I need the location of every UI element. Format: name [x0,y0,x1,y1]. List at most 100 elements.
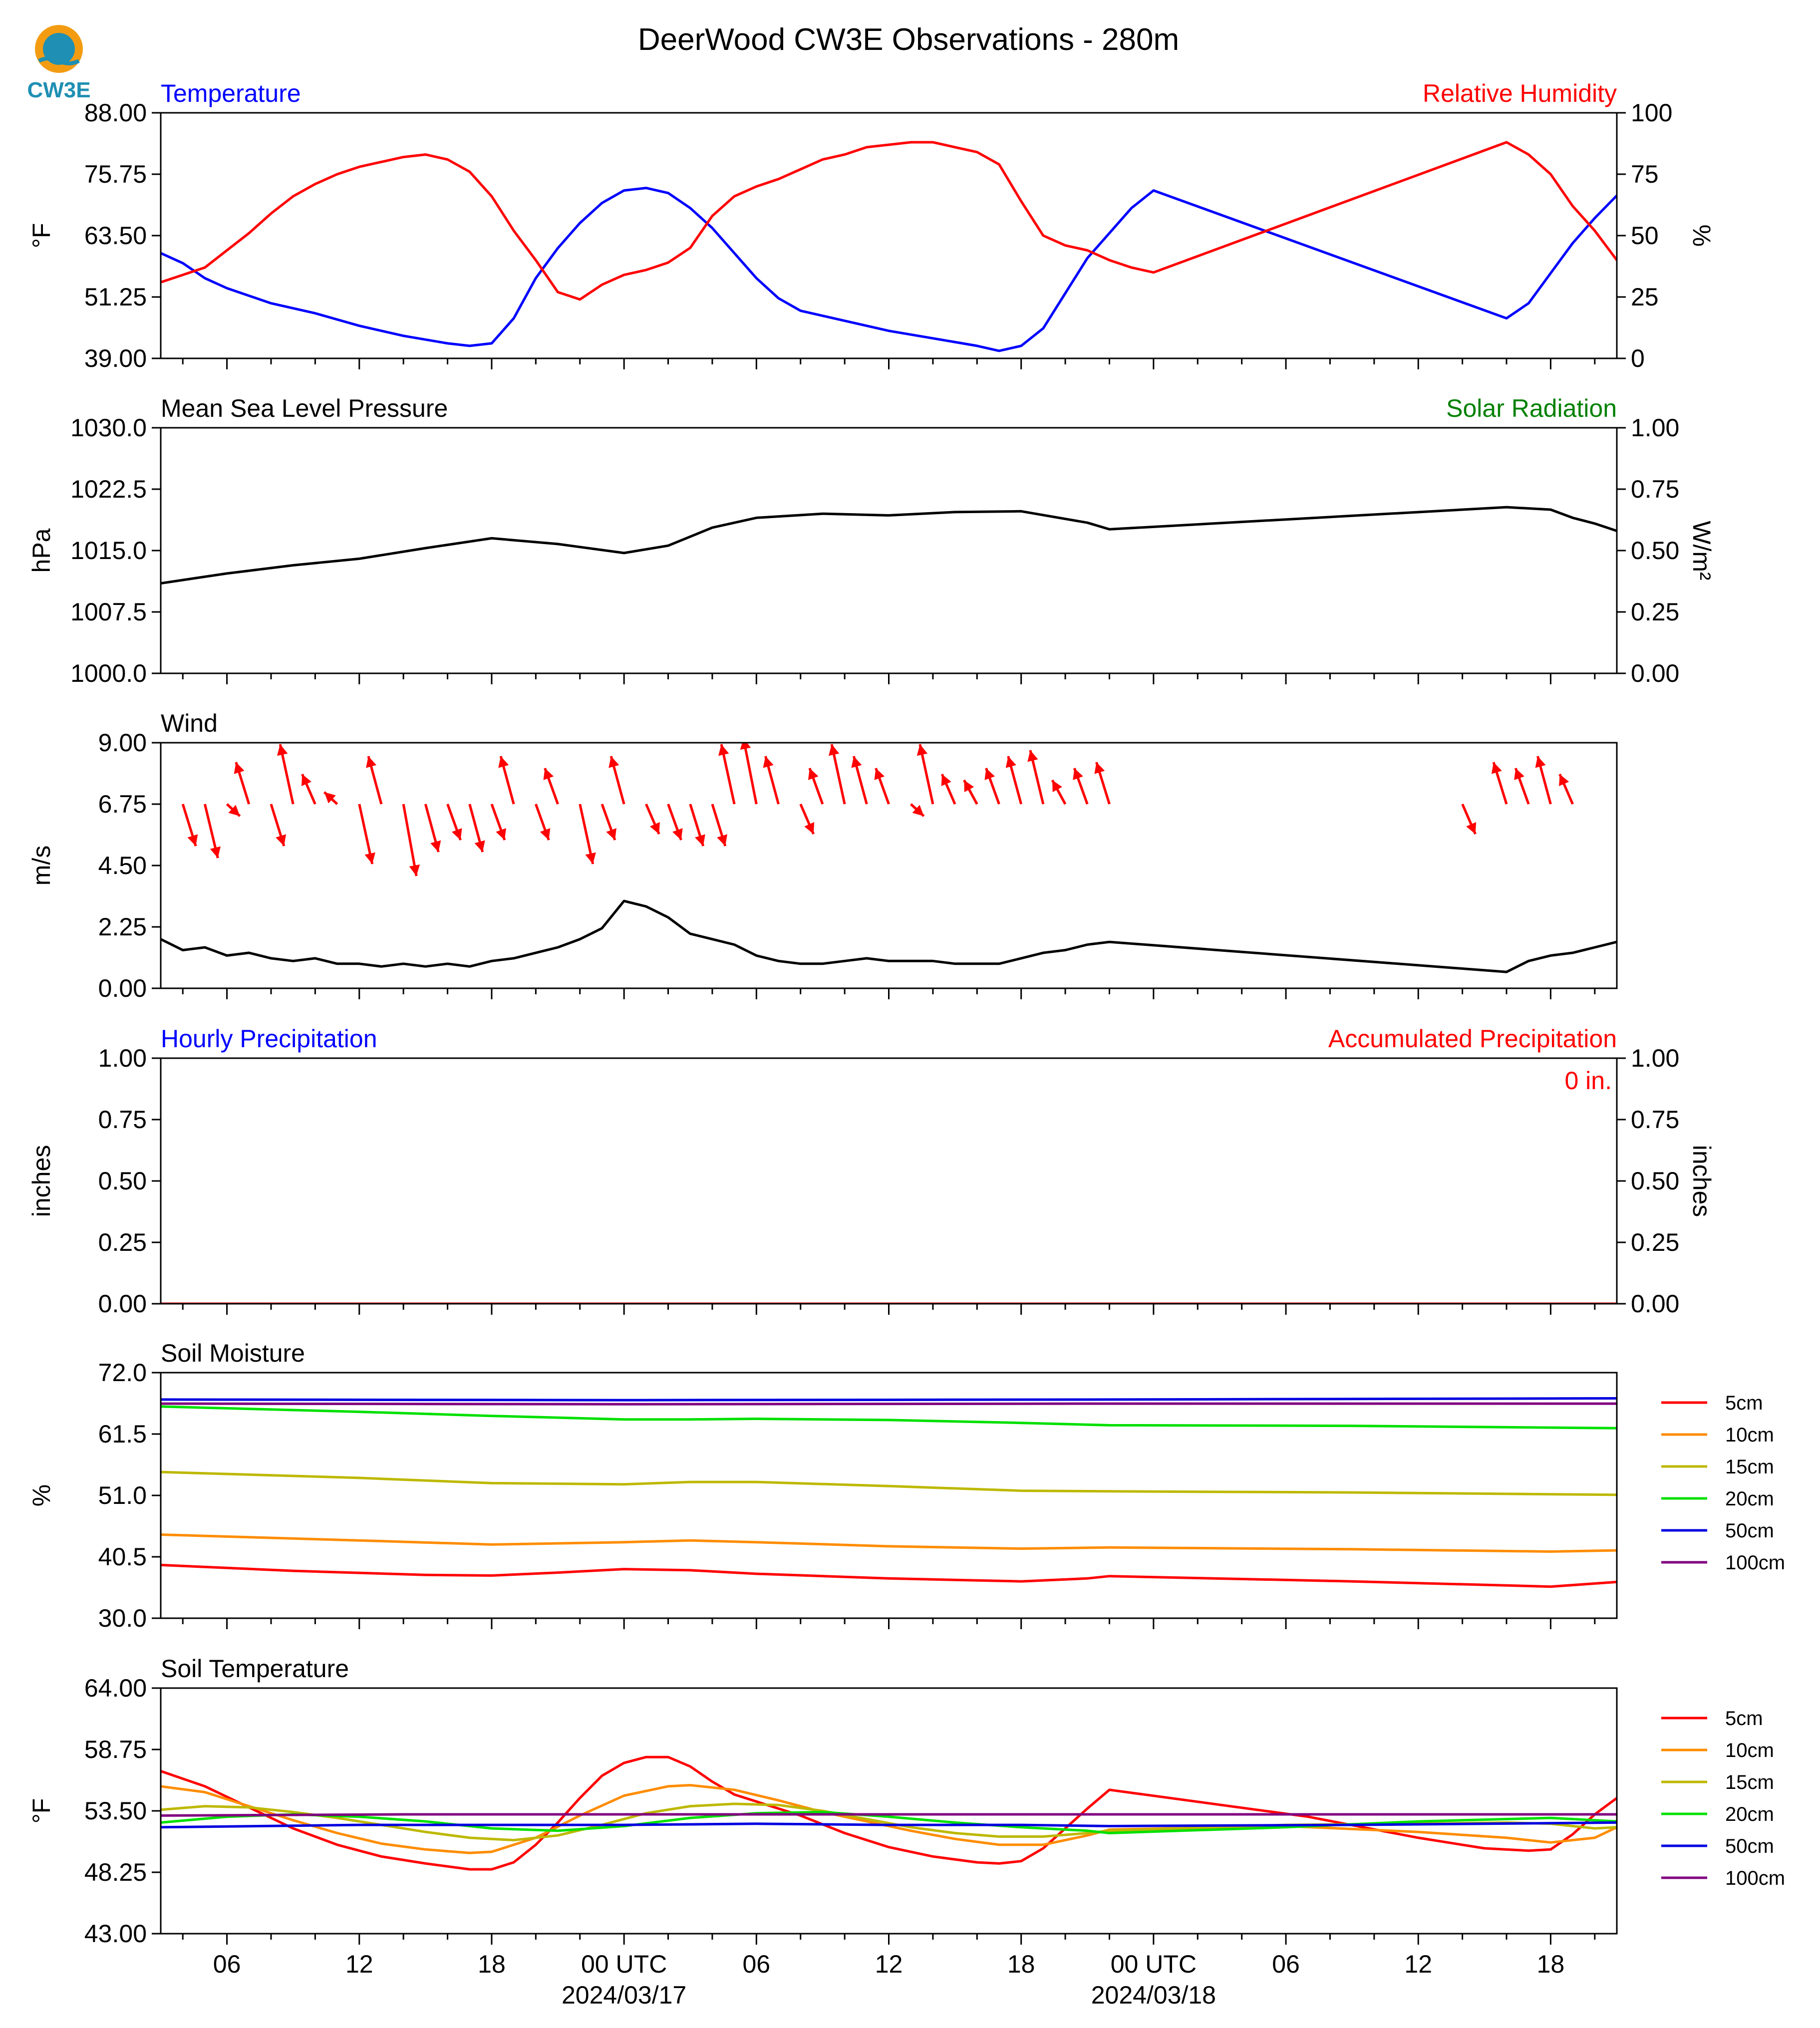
y-right-tick-label: 0.00 [1631,659,1679,687]
y-right-axis-label: inches [1688,1145,1716,1217]
y-tick-label: 64.00 [84,1674,147,1702]
y-tick-label: 1007.5 [70,598,147,626]
y-tick-label: 58.75 [84,1736,147,1763]
y-tick-label: 39.00 [84,344,147,372]
legend-label: 100cm [1725,1552,1785,1574]
series-line-temperature [161,187,1617,352]
y-tick-label: 61.5 [98,1420,147,1448]
logo-text: CW3E [27,78,90,102]
series-group [161,743,1617,973]
wind-vector-head [828,744,840,756]
y-tick-label: 1022.5 [70,475,147,503]
wind-vector-head [763,756,774,768]
y-right-tick-label: 75 [1631,160,1659,188]
x-date-label: 2024/03/17 [562,1981,686,2009]
panel-title-right: Relative Humidity [1423,79,1617,107]
panel-title-left: Hourly Precipitation [161,1025,377,1053]
wind-vector-head [210,846,221,858]
wind-vector-head [1535,756,1546,768]
y-tick-label: 1015.0 [70,537,147,565]
legend-label: 5cm [1725,1392,1763,1414]
legend-label: 15cm [1725,1771,1774,1793]
y-right-tick-label: 0 [1631,344,1645,372]
y-tick-label: 1030.0 [70,414,147,442]
y-right-axis-label: % [1688,225,1716,247]
wind-vector-head [912,805,924,816]
x-tick-label: 06 [1272,1950,1300,1978]
accumulated-total-label: 0 in. [1564,1067,1612,1095]
x-tick-label: 06 [213,1950,241,1978]
y-tick-label: 53.50 [84,1797,147,1825]
plot-frame [160,1372,1618,1619]
plot-frame [160,742,1618,989]
legend-label: 20cm [1725,1803,1774,1825]
y-axis-label: inches [27,1145,55,1217]
x-tick-label: 12 [875,1950,903,1978]
panel-temperature-rh: Temperature Relative Humidity 39.00 51.25 63… [27,79,1716,372]
wind-vector-head [804,822,815,834]
y-axis-label: °F [27,1798,55,1824]
x-tick-label: 00 UTC [1111,1950,1197,1978]
plot-frame [160,1687,1618,1935]
wind-vector-head [430,840,441,852]
wind-vector-head [1052,780,1062,792]
panel-title-left: Soil Temperature [161,1655,349,1683]
cw3e-logo: CW3E [27,25,91,102]
y-axis-label: % [27,1484,55,1506]
wind-vector-head [543,768,554,780]
series-line-100cm [161,1813,1617,1817]
y-tick-label: 63.50 [84,222,147,250]
series-line-wind [161,899,1617,973]
y-tick-label: 72.0 [98,1359,147,1387]
x-tick-label: 12 [345,1950,373,1978]
x-tick-label: 00 UTC [581,1950,667,1978]
series-group [161,506,1617,585]
wind-vector-head [608,756,619,768]
wind-vector-head [1514,768,1524,780]
y-tick-label: 4.50 [98,852,147,879]
legend-label: 50cm [1725,1835,1774,1857]
series-line-15cm [161,1470,1617,1496]
y-tick-label: 6.75 [98,790,147,818]
wind-vector-head [301,774,311,786]
y-axis-label: °F [27,223,55,249]
panel-title-left: Temperature [161,79,301,107]
panel-title-right: Accumulated Precipitation [1328,1025,1617,1053]
y-tick-label: 0.00 [98,1290,147,1318]
legend: 5cm 10cm 15cm 20cm 50cm 100cm [1661,1708,1785,1889]
wind-vector-head [649,822,660,834]
y-right-tick-label: 0.75 [1631,1106,1679,1134]
wind-vector-head [851,756,862,768]
panel-soil-moisture: Soil Moisture 30.0 40.5 51.0 61.5 72.0% 5cm 10c… [27,1339,1785,1632]
wind-vector-head [1094,762,1105,774]
x-tick-label: 18 [1007,1950,1035,1978]
series-line-5cm [161,1563,1617,1588]
y-right-tick-label: 1.00 [1631,1044,1679,1072]
series-group [161,1755,1617,1871]
y-right-axis-label: W/m² [1688,521,1716,580]
figure-title: DeerWood CW3E Observations - 280m [638,22,1179,57]
series-line-5cm [161,1755,1617,1871]
y-tick-label: 9.00 [98,729,147,757]
y-right-tick-label: 0.50 [1631,1167,1679,1195]
legend: 5cm 10cm 15cm 20cm 50cm 100cm [1661,1392,1785,1574]
series-line-relative-humidity [161,141,1617,301]
y-tick-label: 0.00 [98,974,147,1002]
wind-vector-head [324,792,336,804]
y-tick-label: 2.25 [98,913,147,941]
legend-label: 50cm [1725,1520,1774,1542]
series-line-mean-sea-level-pressure [161,506,1617,585]
wind-vector-head [984,768,995,780]
y-right-tick-label: 1.00 [1631,414,1679,442]
y-tick-label: 51.0 [98,1481,147,1509]
y-tick-label: 1000.0 [70,659,147,687]
wind-vector-head [672,828,683,840]
y-tick-label: 43.00 [84,1920,147,1948]
wind-vector-head [187,834,198,846]
y-right-tick-label: 25 [1631,283,1659,311]
series-line-20cm [161,1810,1617,1834]
legend-label: 10cm [1725,1739,1774,1761]
wind-vector-head [276,834,287,846]
y-tick-label: 88.00 [84,99,147,127]
